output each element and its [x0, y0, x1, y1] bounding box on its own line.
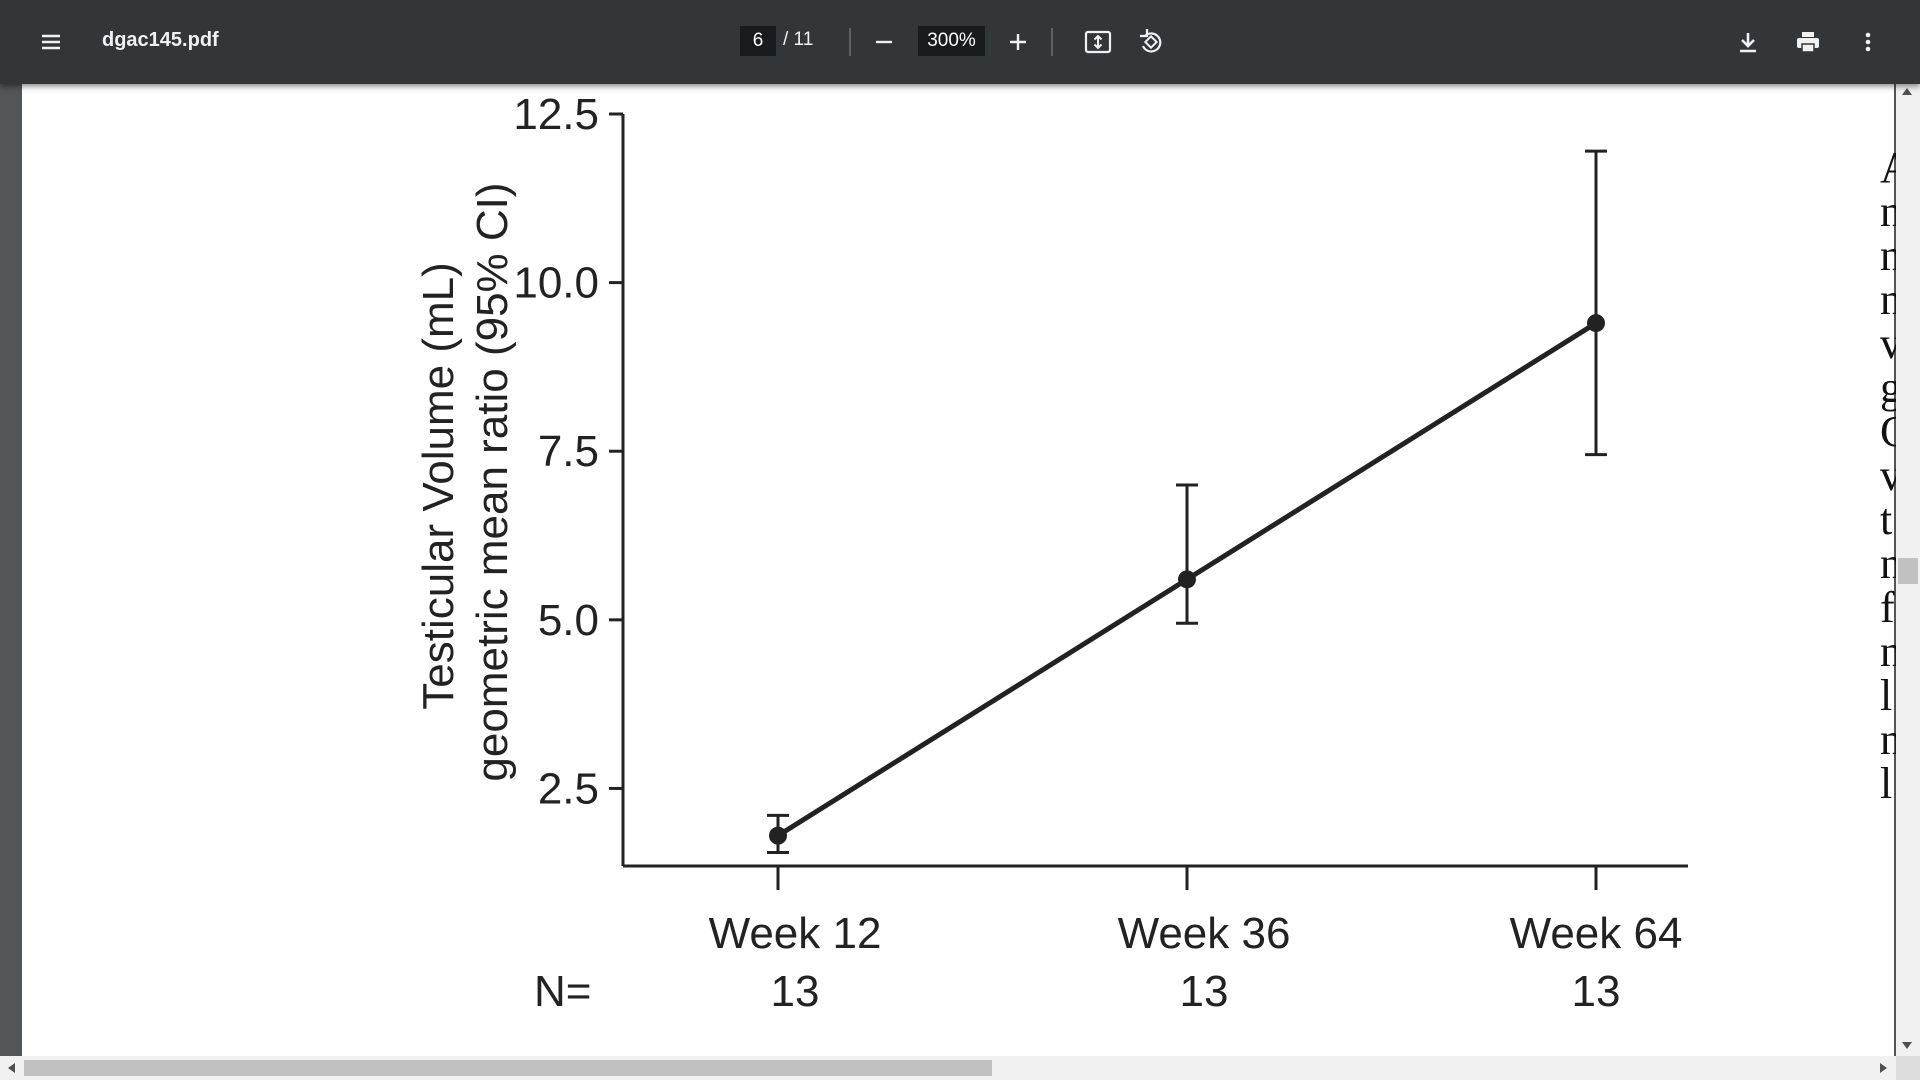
zoom-in-button[interactable] — [996, 20, 1040, 64]
pdf-toolbar: dgac145.pdf / 11 300% — [0, 0, 1920, 84]
zoom-out-button[interactable] — [862, 20, 906, 64]
page-number-input[interactable] — [740, 26, 776, 56]
toolbar-divider — [1051, 28, 1053, 56]
scroll-up-arrow-icon[interactable] — [1902, 88, 1912, 95]
minus-icon — [873, 31, 895, 53]
data-point — [1178, 570, 1196, 589]
download-icon — [1736, 30, 1760, 54]
scroll-down-arrow-icon[interactable] — [1902, 1042, 1912, 1049]
x-tick-label: Week 36 — [1118, 909, 1291, 958]
chart-labels: Testicular Volume (mL) geometric mean ra… — [414, 182, 591, 1016]
y-tick-label: 7.5 — [538, 427, 599, 476]
fit-to-page-button[interactable] — [1076, 20, 1120, 64]
data-point — [769, 826, 787, 845]
cut-off-text-char: t — [1880, 495, 1893, 544]
n-label: N= — [534, 967, 591, 1016]
chart-axes: 2.5 5.0 7.5 10.0 12.5 Week 12 13 Week 36 13 Week … — [513, 90, 1688, 1016]
y-axis-label: Testicular Volume (mL) — [414, 262, 463, 709]
vertical-scroll-thumb[interactable] — [1898, 558, 1918, 584]
menu-icon — [39, 30, 63, 54]
y-tick-label: 12.5 — [513, 90, 599, 139]
y-tick-label: 2.5 — [538, 764, 599, 813]
n-value-label: 13 — [771, 967, 820, 1016]
n-value-label: 13 — [1572, 967, 1621, 1016]
vertical-scrollbar[interactable] — [1896, 84, 1920, 1056]
testicular-volume-chart: 2.5 5.0 7.5 10.0 12.5 Week 12 13 Week 36 13 Week … — [414, 90, 1688, 1016]
horizontal-scrollbar[interactable] — [0, 1056, 1896, 1080]
toolbar-divider — [849, 28, 851, 56]
print-button[interactable] — [1786, 20, 1830, 64]
download-button[interactable] — [1726, 20, 1770, 64]
print-icon — [1795, 29, 1821, 55]
data-point — [1587, 314, 1605, 333]
document-viewer[interactable]: 2.5 5.0 7.5 10.0 12.5 Week 12 13 Week 36 13 Week … — [0, 84, 1920, 1056]
page-total: / 11 — [783, 29, 814, 50]
x-tick-label: Week 64 — [1510, 909, 1683, 958]
cut-off-text-char: l — [1880, 759, 1893, 808]
more-actions-button[interactable] — [1846, 20, 1890, 64]
cut-off-text-char: f — [1880, 583, 1895, 632]
scrollbar-corner — [1896, 1056, 1920, 1080]
pdf-page: 2.5 5.0 7.5 10.0 12.5 Week 12 13 Week 36 13 Week … — [22, 84, 1912, 1056]
y-axis-label-secondary: geometric mean ratio (95% CI) — [468, 182, 517, 781]
menu-button[interactable] — [29, 20, 73, 64]
plus-icon — [1007, 31, 1029, 53]
y-tick-label: 5.0 — [538, 596, 599, 645]
cut-off-text-char: l — [1880, 671, 1893, 720]
n-value-label: 13 — [1180, 967, 1229, 1016]
scroll-left-arrow-icon[interactable] — [8, 1063, 15, 1073]
y-tick-label: 10.0 — [513, 259, 599, 308]
chart-marks — [767, 149, 1607, 855]
zoom-level-input[interactable]: 300% — [918, 26, 985, 56]
rotate-icon — [1137, 28, 1165, 56]
file-title: dgac145.pdf — [102, 29, 219, 51]
x-tick-label: Week 12 — [709, 909, 882, 958]
horizontal-scroll-thumb[interactable] — [24, 1060, 992, 1076]
rotate-button[interactable] — [1129, 20, 1173, 64]
more-vert-icon — [1856, 30, 1880, 54]
scroll-right-arrow-icon[interactable] — [1880, 1063, 1887, 1073]
fit-page-icon — [1084, 28, 1112, 56]
